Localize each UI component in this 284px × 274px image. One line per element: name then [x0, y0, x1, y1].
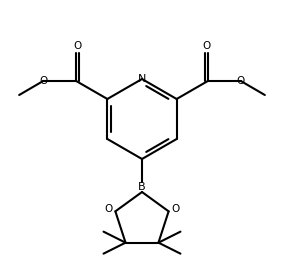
Text: O: O — [74, 41, 82, 51]
Text: O: O — [104, 204, 112, 214]
Text: B: B — [138, 182, 146, 192]
Text: O: O — [237, 76, 245, 86]
Text: O: O — [39, 76, 47, 86]
Text: N: N — [138, 74, 146, 84]
Text: O: O — [172, 204, 180, 214]
Text: O: O — [202, 41, 210, 51]
